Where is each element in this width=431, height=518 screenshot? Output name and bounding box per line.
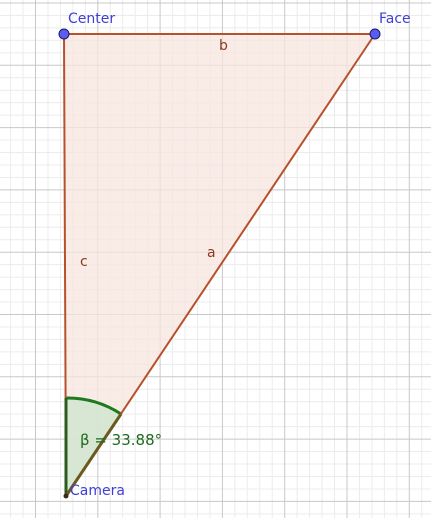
- point-camera[interactable]: [63, 493, 69, 499]
- point-face-label: Face: [379, 11, 411, 27]
- segment-a-label: a: [207, 245, 216, 261]
- segment-c-label: c: [80, 254, 88, 270]
- point-center[interactable]: [58, 28, 70, 40]
- segment-b-label: b: [219, 38, 228, 54]
- angle-beta-arc[interactable]: [65, 396, 122, 416]
- point-camera-label: Camera: [70, 483, 125, 499]
- point-face[interactable]: [369, 28, 381, 40]
- angle-beta-sector[interactable]: [66, 397, 121, 496]
- point-center-label: Center: [68, 11, 115, 27]
- angle-beta-label: β = 33.88°: [80, 431, 162, 449]
- angle-beta-leg-diagonal: [64, 413, 123, 497]
